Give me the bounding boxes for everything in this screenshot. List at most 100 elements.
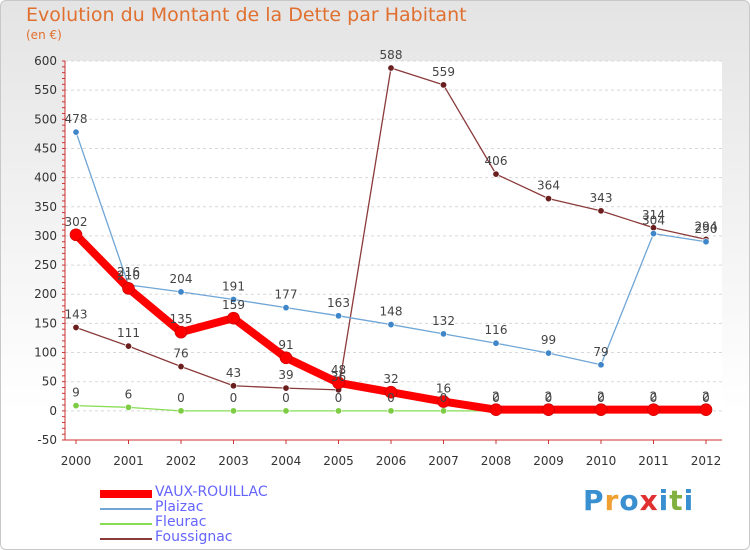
data-point xyxy=(492,170,500,178)
y-tick-label: 150 xyxy=(34,316,57,330)
x-tick-label: 2003 xyxy=(218,454,249,468)
data-label: 2 xyxy=(545,390,553,404)
data-point xyxy=(597,361,605,369)
x-tick-label: 2008 xyxy=(481,454,512,468)
data-label: 478 xyxy=(65,112,88,126)
data-label: 16 xyxy=(436,382,451,396)
x-tick-label: 2000 xyxy=(61,454,92,468)
data-point xyxy=(282,304,290,312)
data-label: 343 xyxy=(590,191,613,205)
data-label: 116 xyxy=(485,323,508,337)
data-label: 294 xyxy=(695,219,718,233)
data-label: 0 xyxy=(335,391,343,405)
data-label: 0 xyxy=(492,391,500,405)
chart-title: Evolution du Montant de la Dette par Hab… xyxy=(26,4,467,26)
data-point xyxy=(387,321,395,329)
x-tick-label: 2006 xyxy=(376,454,407,468)
data-point xyxy=(177,407,185,415)
data-label: 39 xyxy=(278,368,293,382)
data-label: 163 xyxy=(327,296,350,310)
data-point xyxy=(72,402,80,410)
data-point xyxy=(72,128,80,136)
chart-subtitle: (en €) xyxy=(26,28,62,42)
data-label: 2 xyxy=(597,390,605,404)
data-point xyxy=(702,238,710,246)
legend-swatch xyxy=(100,523,152,525)
data-label: 99 xyxy=(541,333,556,347)
data-point xyxy=(72,323,80,331)
data-point xyxy=(69,228,83,242)
data-label: 0 xyxy=(230,391,238,405)
data-label: 0 xyxy=(387,391,395,405)
y-tick-label: 600 xyxy=(34,54,57,68)
data-point xyxy=(387,407,395,415)
data-point xyxy=(439,330,447,338)
logo-letter: x xyxy=(639,484,659,517)
x-tick-label: 2009 xyxy=(533,454,564,468)
data-point xyxy=(230,407,238,415)
y-tick-label: 200 xyxy=(34,287,57,301)
data-label: 204 xyxy=(170,272,193,286)
data-label: 0 xyxy=(282,391,290,405)
y-tick-label: 100 xyxy=(34,346,57,360)
data-label: 191 xyxy=(222,279,245,293)
data-label: 91 xyxy=(278,338,293,352)
legend-swatch xyxy=(100,508,152,510)
data-label: 314 xyxy=(642,208,665,222)
data-label: 143 xyxy=(65,307,88,321)
data-point xyxy=(174,325,188,339)
x-tick-label: 2001 xyxy=(113,454,144,468)
data-label: 559 xyxy=(432,65,455,79)
legend-label: Foussignac xyxy=(155,529,233,545)
data-point xyxy=(439,407,447,415)
y-tick-label: 50 xyxy=(42,375,57,389)
data-label: 0 xyxy=(177,391,185,405)
y-tick-label: 450 xyxy=(34,141,57,155)
data-point xyxy=(282,384,290,392)
logo-letter: t xyxy=(669,484,684,517)
logo-letter: P xyxy=(583,484,605,517)
logo-letter: i xyxy=(658,484,670,517)
data-label: 159 xyxy=(222,298,245,312)
data-label: 2 xyxy=(492,390,500,404)
x-tick-label: 2004 xyxy=(271,454,302,468)
legend-swatch xyxy=(100,490,152,498)
data-point xyxy=(544,349,552,357)
data-point xyxy=(649,230,657,238)
data-label: 79 xyxy=(593,345,608,359)
data-label: 76 xyxy=(173,347,188,361)
data-label: 148 xyxy=(380,305,403,319)
y-tick-label: -50 xyxy=(37,433,57,447)
y-tick-label: 250 xyxy=(34,258,57,272)
x-tick-label: 2005 xyxy=(323,454,354,468)
x-tick-label: 2002 xyxy=(166,454,197,468)
data-label: 216 xyxy=(117,265,140,279)
data-label: 290 xyxy=(695,222,718,236)
data-label: 135 xyxy=(170,312,193,326)
data-label: 43 xyxy=(226,366,241,380)
data-label: 36 xyxy=(331,370,346,384)
data-label: 6 xyxy=(125,387,133,401)
data-point xyxy=(437,395,450,408)
data-point xyxy=(227,311,240,325)
plot-area xyxy=(65,61,722,440)
logo-letter: r xyxy=(604,484,620,517)
proxiti-logo: Proxiti xyxy=(583,484,694,517)
logo-letter: i xyxy=(683,484,695,517)
data-point xyxy=(492,339,500,347)
data-point xyxy=(699,403,713,416)
data-point xyxy=(439,81,447,89)
y-tick-label: 400 xyxy=(34,171,57,185)
data-point xyxy=(230,295,238,303)
legend-label: Fleurac xyxy=(155,514,207,530)
y-tick-label: 550 xyxy=(34,83,57,97)
data-label: 302 xyxy=(65,215,88,229)
data-label: 588 xyxy=(380,48,403,62)
data-point xyxy=(597,207,605,215)
data-point xyxy=(334,407,342,415)
logo-letter: o xyxy=(619,484,640,517)
data-point xyxy=(282,407,290,415)
data-label: 0 xyxy=(597,391,605,405)
legend-label: VAUX-ROUILLAC xyxy=(155,484,268,500)
